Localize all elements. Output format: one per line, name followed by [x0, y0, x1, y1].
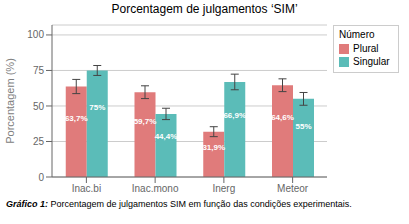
- svg-text:Inac.bi: Inac.bi: [72, 183, 101, 194]
- svg-text:59,7%: 59,7%: [134, 117, 157, 126]
- html-text:Porcentagem de julgamentos ‘SI: Porcentagem de julgamentos ‘SIM’: [111, 2, 298, 16]
- svg-text:50: 50: [33, 101, 45, 112]
- svg-text:44,4%: 44,4%: [155, 132, 178, 141]
- svg-text:Inerg: Inerg: [212, 183, 235, 194]
- svg-text:75%: 75%: [89, 103, 105, 112]
- svg-text:66,9%: 66,9%: [223, 111, 246, 120]
- html-text:Gráfico 1: Porcentagem de julg: Gráfico 1: Porcentagem de julgamentos SI…: [6, 199, 352, 209]
- svg-text:75: 75: [33, 65, 45, 76]
- html-text:Singular: Singular: [353, 56, 390, 67]
- svg-text:64,6%: 64,6%: [271, 113, 294, 122]
- svg-text:63,7%: 63,7%: [65, 114, 88, 123]
- html-text:Número: Número: [339, 29, 375, 40]
- html-text:Plural: Plural: [353, 43, 379, 54]
- svg-text:Meteor: Meteor: [277, 183, 309, 194]
- svg-text:25: 25: [33, 136, 45, 147]
- svg-text:31,9%: 31,9%: [202, 143, 225, 152]
- svg-text:55%: 55%: [295, 122, 311, 131]
- svg-text:0: 0: [38, 172, 44, 183]
- svg-text:100: 100: [27, 29, 44, 40]
- svg-text:Inac.mono: Inac.mono: [132, 183, 179, 194]
- svg-text:Porcentagem (%): Porcentagem (%): [8, 58, 16, 144]
